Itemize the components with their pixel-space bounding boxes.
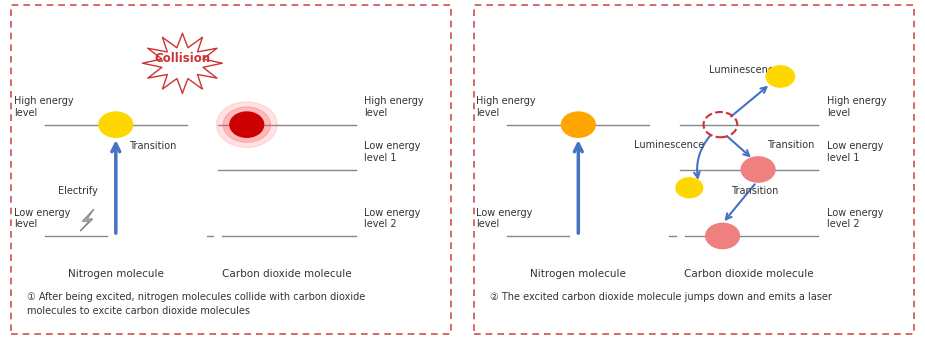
Text: Transition: Transition [130, 141, 177, 151]
Circle shape [216, 102, 278, 147]
Text: Luminescence: Luminescence [634, 140, 704, 149]
Text: Transition: Transition [732, 186, 779, 196]
Text: High energy
level: High energy level [476, 96, 536, 118]
Circle shape [741, 157, 775, 182]
Text: Low energy
level 1: Low energy level 1 [364, 141, 421, 163]
Text: ① After being excited, nitrogen molecules collide with carbon dioxide
molecules : ① After being excited, nitrogen molecule… [27, 293, 365, 316]
Circle shape [676, 178, 703, 198]
Circle shape [223, 107, 270, 142]
Text: ② The excited carbon dioxide molecule jumps down and emits a laser: ② The excited carbon dioxide molecule ju… [489, 293, 832, 302]
Text: Nitrogen molecule: Nitrogen molecule [530, 269, 626, 279]
Text: Carbon dioxide molecule: Carbon dioxide molecule [684, 269, 814, 279]
FancyBboxPatch shape [11, 5, 451, 334]
Text: Carbon dioxide molecule: Carbon dioxide molecule [222, 269, 352, 279]
Circle shape [99, 112, 132, 137]
Text: Electrify: Electrify [58, 186, 98, 196]
Text: Low energy
level 2: Low energy level 2 [364, 208, 421, 229]
Text: High energy
level: High energy level [364, 96, 424, 118]
Circle shape [561, 112, 595, 137]
Text: Collision: Collision [154, 52, 211, 65]
Circle shape [230, 112, 264, 137]
Circle shape [706, 223, 739, 248]
Text: Luminescence: Luminescence [709, 65, 780, 75]
Text: Low energy
level 1: Low energy level 1 [827, 141, 883, 163]
Text: High energy
level: High energy level [827, 96, 886, 118]
Text: Nitrogen molecule: Nitrogen molecule [68, 269, 164, 279]
FancyBboxPatch shape [474, 5, 914, 334]
Text: Low energy
level: Low energy level [476, 208, 533, 229]
Text: High energy
level: High energy level [14, 96, 73, 118]
Text: Transition: Transition [767, 140, 814, 149]
Text: Low energy
level 2: Low energy level 2 [827, 208, 883, 229]
Polygon shape [80, 210, 93, 231]
Text: Low energy
level: Low energy level [14, 208, 70, 229]
Circle shape [766, 66, 795, 87]
